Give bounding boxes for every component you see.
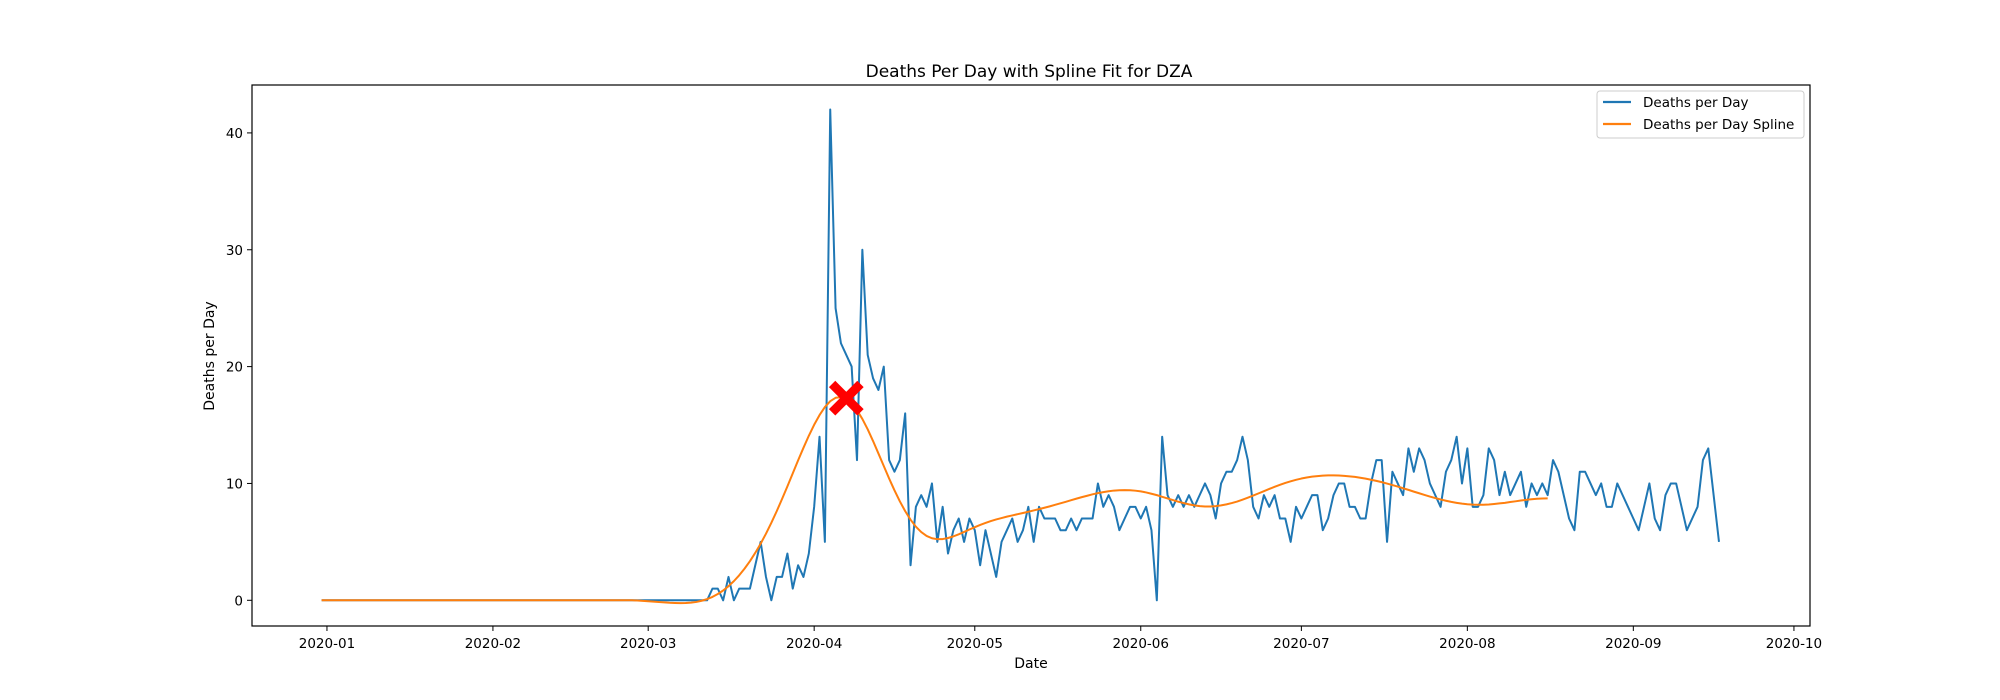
x-tick-label: 2020-07: [1273, 636, 1329, 652]
peak-marker-layer: [828, 380, 864, 416]
plot-lines: [321, 108, 1720, 605]
y-axis-ticks: 0 10 20 30 40: [226, 126, 252, 609]
x-tick-label: 2020-05: [947, 636, 1003, 652]
x-tick-label: 2020-08: [1439, 636, 1495, 652]
series-line-deaths-per-day: [321, 108, 1720, 602]
legend-box: [1596, 90, 1805, 139]
x-tick-label: 2020-10: [1766, 636, 1822, 652]
x-tick-label: 2020-02: [465, 636, 521, 652]
y-tick-label: 10: [226, 476, 243, 492]
y-tick-label: 0: [234, 593, 243, 609]
legend: Deaths per Day Deaths per Day Spline: [1596, 90, 1805, 139]
x-tick-label: 2020-04: [786, 636, 842, 652]
x-tick-label: 2020-09: [1605, 636, 1661, 652]
legend-label-deaths-per-day-spline: Deaths per Day Spline: [1643, 117, 1794, 133]
x-tick-label: 2020-06: [1113, 636, 1169, 652]
chart-title: Deaths Per Day with Spline Fit for DZA: [866, 62, 1193, 82]
y-tick-label: 20: [226, 360, 243, 376]
x-tick-label: 2020-03: [620, 636, 676, 652]
x-axis-label: Date: [1014, 656, 1047, 672]
y-tick-label: 30: [226, 243, 243, 259]
x-axis-ticks: 2020-01 2020-02 2020-03 2020-04 2020-05 2020-…: [299, 626, 1822, 652]
peak-marker: [828, 380, 864, 416]
legend-label-deaths-per-day: Deaths per Day: [1643, 95, 1749, 111]
y-tick-label: 40: [226, 126, 243, 142]
series-line-deaths-per-day-spline: [321, 396, 1548, 605]
y-axis-label: Deaths per Day: [202, 301, 218, 410]
plot-area-frame: [251, 84, 1811, 627]
x-tick-label: 2020-01: [299, 636, 355, 652]
